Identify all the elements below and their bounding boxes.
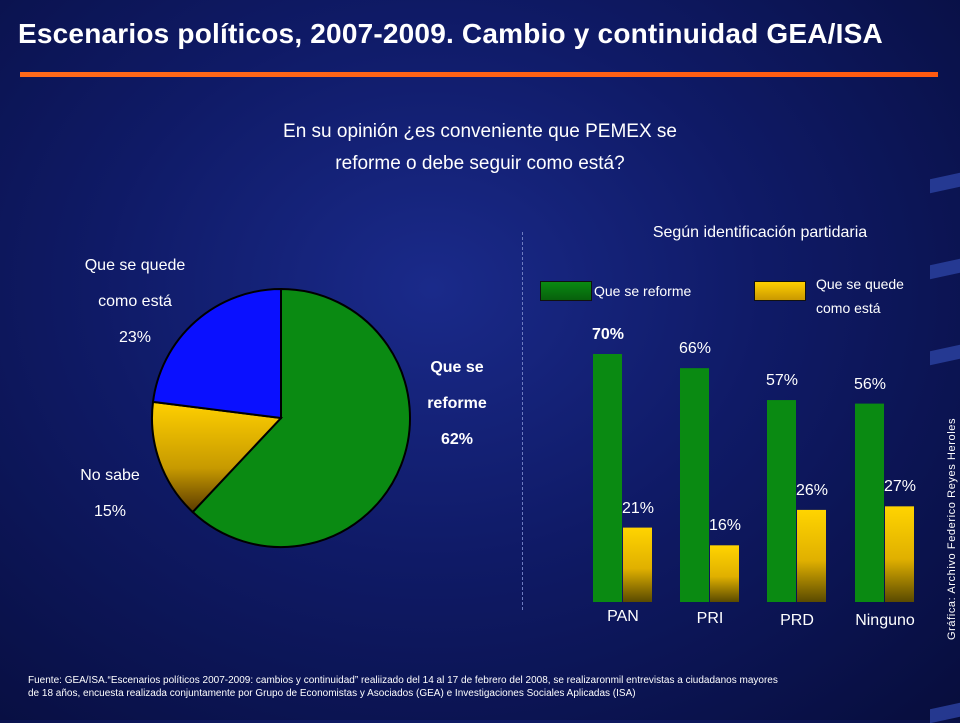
category-label-pan: PAN <box>607 608 639 625</box>
pie-label-nosabe-line1: No sabe <box>80 467 140 484</box>
bar-chart-title: Según identificación partidaria <box>652 224 868 241</box>
legend-swatch-reforme <box>540 281 592 301</box>
question-line-1: En su opinión ¿es conveniente que PEMEX … <box>283 121 677 142</box>
pie-slice-quede <box>151 287 282 420</box>
footnote-line-1: Fuente: GEA/ISA.“Escenarios políticos 20… <box>28 675 778 686</box>
category-label-prd: PRD <box>780 612 814 629</box>
pie-label-reforme-value: 62% <box>440 431 474 448</box>
bar-chart <box>593 354 914 602</box>
pie-label-nosabe-value: 15% <box>93 503 127 520</box>
category-label-pri: PRI <box>696 610 724 627</box>
pie-label-reforme-line1: Que se <box>430 359 484 376</box>
chart-divider <box>522 232 523 610</box>
bar-prd-reforme <box>767 400 796 602</box>
source-footnote: Fuente: GEA/ISA.“Escenarios políticos 20… <box>28 674 938 700</box>
bar-pan-reforme <box>593 354 622 602</box>
legend-label-quede: Que se quede como está <box>816 272 904 320</box>
bar-value-label-ninguno-quede: 27% <box>883 478 917 496</box>
pie-label-quede-line2: como está <box>98 293 172 310</box>
credit-text: Gráfica: Archivo Federico Reyes Heroles <box>946 417 958 640</box>
pie-label-reforme: Que se reforme 62% <box>402 350 512 458</box>
legend-label-quede-line2: como está <box>816 300 881 316</box>
bar-value-label-ninguno-reforme: 56% <box>853 375 887 393</box>
bar-value-label-prd-quede: 26% <box>795 481 829 499</box>
title-underline <box>20 72 938 77</box>
pie-label-quede-line1: Que se quede <box>84 257 186 274</box>
category-label-ninguno: Ninguno <box>855 612 915 629</box>
legend-label-reforme: Que se reforme <box>594 283 692 299</box>
pie-label-nosabe: No sabe 15% <box>55 458 165 530</box>
pie-label-reforme-line2: reforme <box>427 395 487 412</box>
question-line-2: reforme o debe seguir como está? <box>335 153 625 174</box>
bar-value-label-pri-quede: 16% <box>708 517 742 535</box>
pie-slice-reforme <box>191 287 411 548</box>
bar-ninguno-quede <box>885 506 914 602</box>
pie-label-quede-value: 23% <box>118 329 152 346</box>
legend-label-quede-line1: Que se quede <box>816 276 904 292</box>
bar-ninguno-reforme <box>855 403 884 602</box>
bar-pan-quede <box>623 527 652 602</box>
bar-value-label-pri-reforme: 66% <box>678 340 712 358</box>
page-title: Escenarios políticos, 2007-2009. Cambio … <box>18 18 883 49</box>
pie-chart <box>151 287 411 548</box>
bar-pri-reforme <box>680 368 709 602</box>
survey-question: En su opinión ¿es conveniente que PEMEX … <box>200 116 760 180</box>
bar-value-label-pan-reforme: 70% <box>591 326 625 343</box>
footnote-line-2: de 18 años, encuesta realizada conjuntam… <box>28 688 636 699</box>
pie-label-quede: Que se quede como está 23% <box>50 248 220 356</box>
bar-value-label-pan-quede: 21% <box>621 499 655 517</box>
pie-slice-nosabe <box>151 400 284 514</box>
bar-value-label-prd-reforme: 57% <box>765 372 799 390</box>
legend-swatch-quede <box>754 281 806 301</box>
bar-pri-quede <box>710 545 739 602</box>
bar-prd-quede <box>797 509 826 602</box>
